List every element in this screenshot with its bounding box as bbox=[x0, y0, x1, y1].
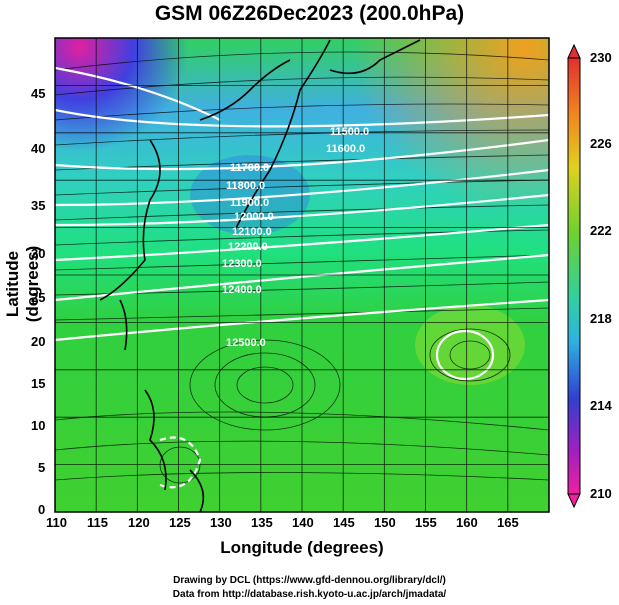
x-tick: 160 bbox=[456, 515, 478, 530]
contour-label: 12500.0 bbox=[226, 337, 266, 349]
colorbar-tick: 230 bbox=[590, 50, 612, 65]
y-tick: 5 bbox=[38, 460, 46, 475]
x-tick: 130 bbox=[210, 515, 232, 530]
y-axis-label: Latitude (degrees) bbox=[3, 245, 42, 323]
x-tick: 165 bbox=[497, 515, 519, 530]
x-tick: 135 bbox=[251, 515, 273, 530]
x-axis-label: Longitude (degrees) bbox=[220, 538, 384, 557]
x-tick: 145 bbox=[333, 515, 355, 530]
contour-label: 11700.0 bbox=[230, 162, 270, 174]
contour-label: 11900.0 bbox=[230, 197, 270, 209]
contour-label: 12000.0 bbox=[234, 211, 274, 223]
x-tick: 150 bbox=[374, 515, 396, 530]
x-tick: 140 bbox=[292, 515, 314, 530]
contour-label: 12100.0 bbox=[232, 226, 272, 238]
contour-label: 12400.0 bbox=[222, 284, 262, 296]
colorbar-tick: 214 bbox=[590, 398, 612, 413]
colorbar-tick: 218 bbox=[590, 311, 612, 326]
grid bbox=[55, 38, 549, 512]
chart-title: GSM 06Z26Dec2023 (200.0hPa) bbox=[154, 2, 465, 25]
y-tick: 40 bbox=[31, 141, 46, 156]
coastlines bbox=[99, 39, 421, 512]
x-tick: 120 bbox=[128, 515, 150, 530]
x-tick: 110 bbox=[46, 515, 67, 530]
colorbar-tick: 226 bbox=[590, 136, 612, 151]
credit-line-1: Drawing by DCL (https://www.gfd-dennou.o… bbox=[173, 575, 446, 586]
y-tick: 0 bbox=[38, 502, 46, 517]
x-tick: 125 bbox=[169, 515, 191, 530]
colorbar bbox=[567, 43, 581, 509]
x-tick: 115 bbox=[87, 515, 108, 530]
height-contours bbox=[55, 66, 549, 489]
contour-label: 11800.0 bbox=[226, 180, 266, 192]
y-tick: 25 bbox=[31, 290, 46, 305]
contour-label: 11600.0 bbox=[326, 143, 366, 155]
credit-line-2: Data from http://database.rish.kyoto-u.a… bbox=[172, 589, 447, 600]
y-tick: 35 bbox=[31, 198, 46, 213]
y-tick: 10 bbox=[31, 418, 46, 433]
y-tick: 45 bbox=[31, 86, 46, 101]
contour-label: 11500.0 bbox=[330, 126, 370, 138]
y-tick: 20 bbox=[31, 334, 46, 349]
contour-label: 12200.0 bbox=[228, 241, 268, 253]
x-tick: 155 bbox=[415, 515, 437, 530]
colorbar-tick: 210 bbox=[590, 486, 612, 501]
contour-label: 12300.0 bbox=[222, 258, 262, 270]
y-tick: 15 bbox=[31, 376, 46, 391]
y-tick: 30 bbox=[31, 246, 46, 261]
colorbar-tick: 222 bbox=[590, 223, 612, 238]
